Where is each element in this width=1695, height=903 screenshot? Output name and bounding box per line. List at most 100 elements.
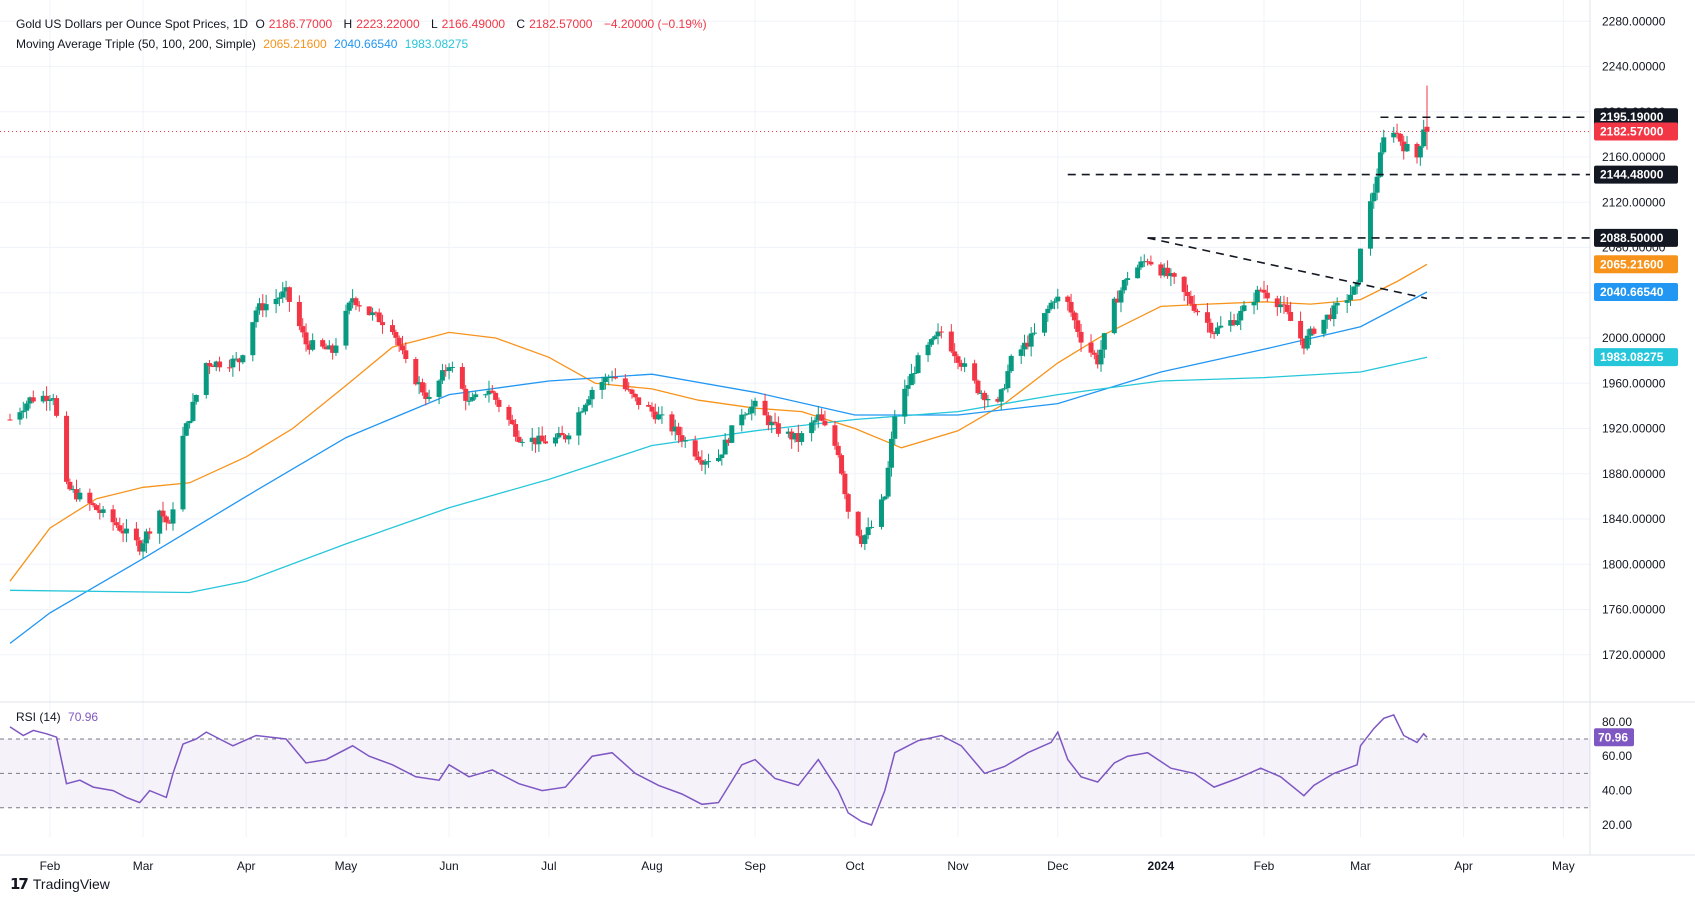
candle	[1181, 276, 1187, 292]
candle	[649, 406, 655, 412]
candle	[978, 392, 984, 394]
candle	[1191, 303, 1197, 311]
candle	[157, 510, 163, 534]
price-tick-label: 2000.00000	[1602, 331, 1666, 345]
candle	[785, 431, 791, 434]
candle	[769, 421, 775, 426]
candle	[1002, 388, 1008, 390]
candle	[1238, 310, 1244, 321]
candle	[892, 416, 898, 439]
candle	[1145, 261, 1151, 263]
price-change: −4.20000 (−0.19%)	[603, 17, 707, 31]
candle	[1251, 301, 1257, 306]
candle	[539, 435, 545, 442]
candle	[473, 394, 479, 398]
candle	[955, 356, 961, 363]
candle	[443, 370, 449, 372]
level-label: 2088.50000	[1600, 231, 1664, 245]
candle	[320, 340, 326, 347]
candle	[958, 362, 964, 367]
candle	[64, 415, 70, 482]
candle	[1261, 289, 1267, 293]
candle	[659, 414, 665, 416]
candle	[533, 437, 539, 445]
candle	[190, 401, 196, 421]
candle	[636, 397, 642, 405]
candle	[459, 366, 465, 389]
price-tick-label: 1920.00000	[1602, 422, 1666, 436]
candle	[1254, 289, 1260, 302]
candle	[426, 396, 432, 399]
candle	[706, 461, 712, 463]
candle	[775, 423, 781, 434]
candle	[652, 411, 658, 420]
candle	[419, 382, 425, 393]
candle	[366, 306, 372, 316]
symbol-title: Gold US Dollars per Ounce Spot Prices, 1…	[16, 17, 249, 31]
candle	[529, 437, 535, 442]
candle	[632, 393, 638, 398]
candle	[702, 461, 708, 465]
candle	[163, 516, 169, 523]
candle	[995, 399, 1001, 402]
candle	[789, 431, 795, 440]
price-tick-label: 1800.00000	[1602, 557, 1666, 571]
candle	[280, 291, 286, 298]
candle	[1088, 342, 1094, 353]
candle	[799, 433, 805, 442]
ma200-value: 1983.08275	[404, 37, 469, 51]
candle	[396, 337, 402, 346]
price-tick-label: 1960.00000	[1602, 376, 1666, 390]
time-tick-label: Apr	[1454, 859, 1473, 873]
candle	[1078, 331, 1084, 343]
ma-label-bg	[1594, 255, 1678, 274]
price-tick-label: 1720.00000	[1602, 648, 1666, 662]
candle	[227, 367, 233, 369]
candle	[436, 380, 442, 397]
candle	[1168, 273, 1174, 277]
candle	[556, 432, 562, 438]
candle	[862, 535, 868, 544]
candle	[44, 395, 50, 401]
rsi-line	[9, 713, 1428, 826]
candle	[715, 457, 721, 462]
candle	[1367, 201, 1373, 249]
candle	[543, 441, 549, 444]
tradingview-brand[interactable]: 17 TradingView	[10, 875, 110, 893]
candle	[187, 420, 193, 424]
candle	[1055, 296, 1061, 302]
candle	[865, 527, 871, 536]
candle	[752, 400, 758, 407]
candle	[1357, 248, 1363, 283]
candle	[646, 404, 652, 407]
candle	[183, 423, 189, 436]
candle	[1138, 261, 1144, 268]
candle	[869, 526, 875, 528]
candle	[599, 382, 605, 390]
candle	[439, 370, 445, 381]
candle	[696, 456, 702, 461]
candle	[296, 301, 302, 327]
candle	[915, 355, 921, 373]
candle	[253, 310, 259, 323]
candle	[1051, 301, 1057, 303]
candle	[493, 392, 499, 400]
candle	[193, 394, 199, 402]
candle	[210, 365, 216, 368]
candle	[602, 377, 608, 383]
time-tick-label: Mar	[1350, 859, 1371, 873]
candle	[416, 382, 422, 385]
rsi-value-label-bg	[1594, 728, 1634, 747]
candle	[1045, 308, 1051, 314]
candle	[925, 344, 931, 356]
candle	[566, 435, 572, 440]
candle	[998, 389, 1004, 402]
candle	[24, 403, 30, 411]
candle	[376, 312, 382, 323]
candle	[1288, 311, 1294, 321]
candle	[466, 400, 472, 402]
candle	[240, 355, 246, 363]
candle	[589, 389, 595, 400]
candle	[323, 346, 329, 350]
